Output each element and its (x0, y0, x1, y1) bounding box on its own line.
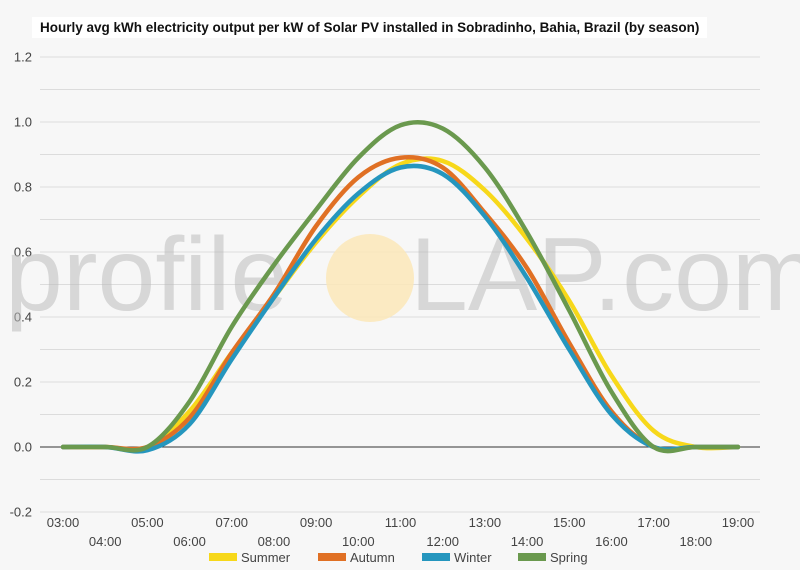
chart-title-box: Hourly avg kWh electricity output per kW… (32, 17, 708, 38)
legend-swatch-spring (518, 553, 546, 561)
y-tick-label: 0.0 (14, 440, 32, 455)
x-tick-label: 14:00 (511, 534, 544, 549)
y-tick-label: 1.0 (14, 115, 32, 130)
series-line-summer (60, 156, 741, 452)
x-tick-label: 18:00 (680, 534, 713, 549)
y-tick-label: 1.2 (14, 50, 32, 65)
chart-title: Hourly avg kWh electricity output per kW… (40, 20, 700, 35)
x-tick-label: 13:00 (469, 515, 502, 530)
x-tick-label: 11:00 (385, 515, 417, 530)
legend-swatch-summer (209, 553, 237, 561)
x-tick-label: 09:00 (300, 515, 333, 530)
watermark-left: profile (5, 217, 288, 333)
x-tick-label: 12:00 (426, 534, 459, 549)
x-tick-label: 05:00 (131, 515, 164, 530)
series-line-spring (60, 120, 741, 454)
legend-label-spring: Spring (550, 550, 588, 565)
x-tick-label: 10:00 (342, 534, 375, 549)
x-tick-label: 16:00 (595, 534, 628, 549)
watermark-sun (326, 234, 414, 322)
y-tick-label: 0.6 (14, 245, 32, 260)
watermark-right: LAP.com (410, 217, 800, 333)
legend-label-winter: Winter (454, 550, 492, 565)
legend-label-autumn: Autumn (350, 550, 395, 565)
x-tick-label: 07:00 (215, 515, 248, 530)
x-tick-label: 19:00 (722, 515, 755, 530)
x-tick-label: 15:00 (553, 515, 586, 530)
series-line-winter (60, 163, 741, 454)
y-tick-label: 0.8 (14, 180, 32, 195)
legend-swatch-winter (422, 553, 450, 561)
x-tick-label: 06:00 (173, 534, 206, 549)
y-tick-label: 0.4 (14, 310, 32, 325)
x-tick-label: 04:00 (89, 534, 122, 549)
y-tick-label: 0.2 (14, 375, 32, 390)
x-tick-label: 03:00 (47, 515, 80, 530)
legend-swatch-autumn (318, 553, 346, 561)
y-tick-label: -0.2 (10, 505, 32, 520)
x-tick-label: 17:00 (637, 515, 670, 530)
legend-label-summer: Summer (241, 550, 291, 565)
x-tick-label: 08:00 (258, 534, 291, 549)
